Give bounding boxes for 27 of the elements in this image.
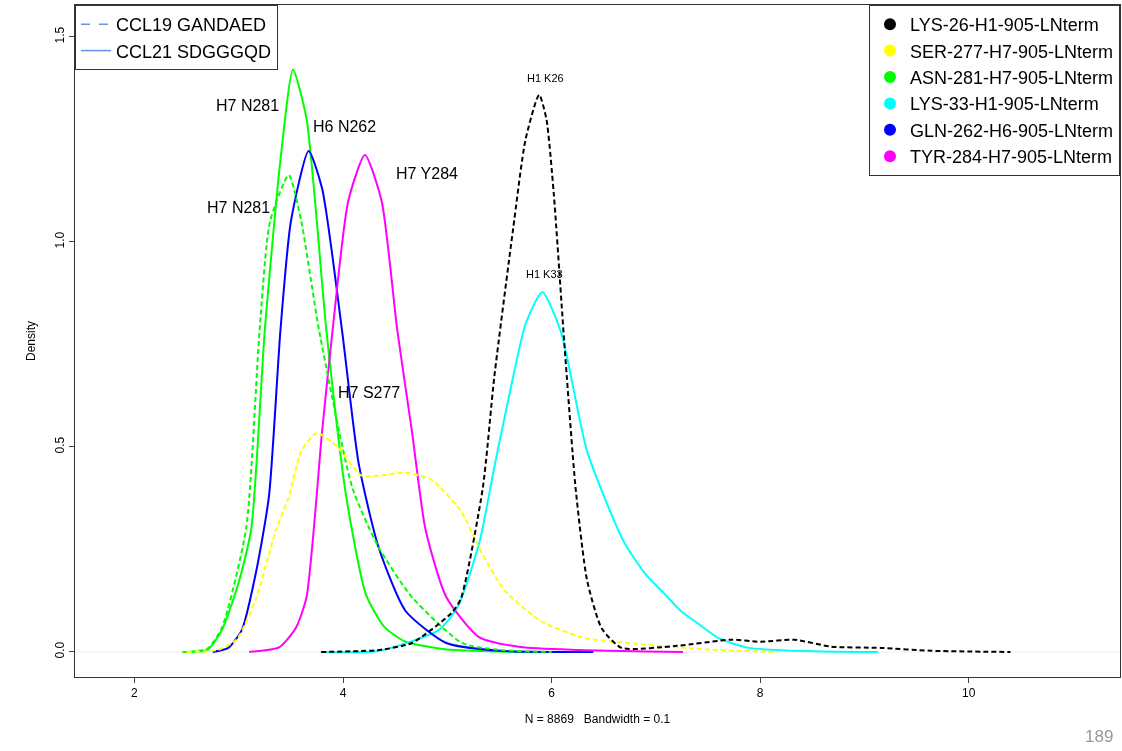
y-tick-label: 1.5 xyxy=(53,26,68,44)
x-tick-label: 10 xyxy=(962,686,976,701)
legend-label: ASN-281-H7-905-LNterm xyxy=(910,68,1114,89)
text: 189 xyxy=(1085,727,1114,746)
x-tick-label: 2 xyxy=(131,686,139,701)
x-tick-label: 4 xyxy=(339,686,347,701)
x-tick-label: 8 xyxy=(756,686,764,701)
x-tick-label: 6 xyxy=(548,686,556,701)
annotation: H6 N262 xyxy=(313,118,377,135)
line-series xyxy=(185,432,779,653)
legend-label: LYS-33-H1-905-LNterm xyxy=(910,94,1099,115)
annotation: H1 K33 xyxy=(526,268,563,280)
annotation: CCL21 SDGGGQD xyxy=(116,41,272,62)
annotation: CCL19 GANDAED xyxy=(116,15,267,36)
legend-label: TYR-284-H7-905-LNterm xyxy=(910,147,1113,168)
annotation: H7 N281 xyxy=(216,97,280,114)
x-axis-title: N = 8869 Bandwidth = 0.1 xyxy=(524,712,671,727)
annotation: H7 N281 xyxy=(207,199,271,216)
y-tick-label: 0.5 xyxy=(53,436,68,454)
y-tick-label: 0.0 xyxy=(53,641,68,659)
legend-label: LYS-26-H1-905-LNterm xyxy=(910,15,1099,36)
legend-label: SER-277-H7-905-LNterm xyxy=(910,41,1114,62)
annotation: H1 K26 xyxy=(527,72,564,84)
y-tick-label: 1.0 xyxy=(53,231,68,249)
legend-label: GLN-262-H6-905-LNterm xyxy=(910,120,1114,141)
y-axis-title: Density xyxy=(23,320,38,362)
annotation: H7 Y284 xyxy=(396,165,459,182)
